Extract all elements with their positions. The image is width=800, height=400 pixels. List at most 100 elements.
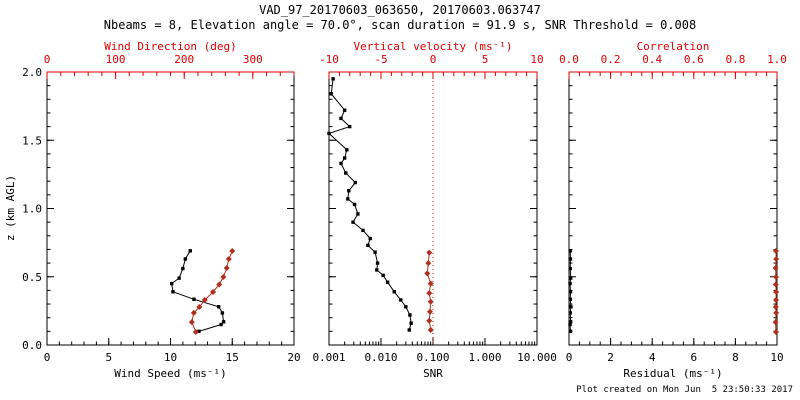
correlation-point [772,281,779,288]
wind-speed-point [216,305,221,309]
residual-series [568,249,573,334]
snr-bottom-tick-label: 1.000 [468,351,501,364]
residual-bottom-tick-label: 2 [607,351,614,364]
correlation-point [772,319,779,326]
wind-top-tick-label: 0 [44,53,51,66]
snr-bottom-axis-label: SNR [423,367,443,380]
vertical-velocity-point [426,249,433,256]
snr-point [366,243,370,248]
vertical-velocity-point [426,290,433,297]
z-tick-label: 2.0 [22,66,42,79]
snr-point [339,161,343,166]
wind-direction-series [188,247,236,336]
wind-speed-point [197,329,201,334]
wind-speed-series [170,249,226,334]
z-tick-label: 1.5 [22,134,42,147]
residual-bottom-axis-label: Residual (ms⁻¹) [623,367,722,380]
wind-speed-point [192,297,196,301]
residual-bottom-tick-label: 10 [770,351,783,364]
residual-top-tick-label: 0.4 [642,53,662,66]
snr-point [409,321,413,325]
wind-direction-point [192,329,199,336]
snr-point [345,148,349,152]
wind-direction-point [210,289,217,296]
wind-speed-point [181,266,185,271]
residual-point [568,320,573,324]
snr-point [352,202,357,207]
snr-top-tick-label: 0 [430,53,437,66]
residual-bottom-tick-label: 6 [690,351,697,364]
plot-title: VAD_97_20170603_063650, 20170603.063747 [259,3,541,17]
snr-point [339,116,343,121]
vertical-velocity-point [426,317,433,324]
residual-top-tick-label: 1.0 [767,53,787,66]
wind-bottom-tick-label: 5 [105,351,112,364]
wind-direction-point [225,256,232,263]
vertical-velocity-point [424,270,431,277]
wind-speed-line [171,250,225,332]
wind-direction-point [201,296,208,303]
wind-speed-point [183,257,188,261]
correlation-series [772,247,780,336]
snr-top-tick-label: -10 [319,53,339,66]
snr-top-tick-label: 10 [530,53,543,66]
snr-point [375,268,379,272]
wind-speed-point [170,281,174,286]
snr-point [347,124,352,129]
vertical-velocity-point [427,326,434,333]
plot-created-timestamp: Plot created on Mon Jun 5 23:50:33 2017 [576,385,793,395]
wind-direction-point [188,319,195,326]
residual-top-tick-label: 0.0 [559,53,579,66]
snr-line [328,78,412,331]
snr-panel: 0.001 0.010 0.100 1.000 10.000 SNR -10 -5 0 5 10 Ve… [312,40,556,380]
snr-point [351,220,355,224]
z-tick-label: 0.5 [22,271,42,284]
residual-bottom-tick-label: 8 [732,351,739,364]
residual-bottom-tick-label: 0 [566,351,573,364]
residual-frame [568,71,778,346]
vertical-velocity-point [426,308,433,315]
snr-point [346,197,350,201]
wind-top-tick-label: 300 [243,53,263,66]
wind-bottom-tick-label: 0 [44,351,51,364]
z-axis-label: z (km AGL) [4,175,17,241]
wind-speed-point [171,290,175,294]
correlation-point [773,309,780,316]
snr-bottom-tick-label: 0.001 [312,351,345,364]
residual-point [568,290,573,294]
correlation-point [772,304,779,311]
snr-top-tick-label: -5 [374,53,387,66]
residual-point [568,329,573,334]
snr-point [385,280,390,284]
correlation-point [772,296,779,303]
wind-speed-point [219,322,223,327]
correlation-point [772,329,779,336]
wind-speed-point [177,276,181,280]
snr-point [392,290,396,294]
snr-point [344,171,348,175]
snr-bottom-tick-label: 0.010 [364,351,397,364]
snr-point [373,250,377,254]
correlation-point [772,274,779,281]
snr-point [375,261,380,265]
correlation-point [772,247,779,254]
vertical-velocity-point [427,280,434,287]
wind-direction-point [216,281,223,288]
snr-point [347,189,351,193]
correlation-point [772,265,779,272]
correlation-point [773,289,780,296]
snr-frame [328,71,538,346]
wind-frame [46,71,295,346]
snr-point [331,77,335,81]
residual-point [568,249,572,253]
wind-speed-point [220,311,225,315]
wind-top-tick-label: 100 [106,53,126,66]
residual-point [568,257,573,261]
residual-top-tick-label: 0.2 [601,53,621,66]
plot-subtitle: Nbeams = 8, Elevation angle = 70.0°, sca… [104,18,696,32]
residual-panel: 0 2 4 6 8 10 Residual (ms⁻¹) 0.0 0.2 0.4 0.6 0.8 1.0… [559,40,787,380]
